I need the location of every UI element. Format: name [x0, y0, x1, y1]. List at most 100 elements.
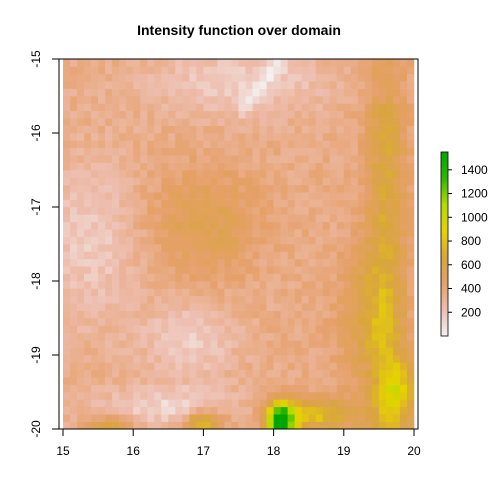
heatmap-cell	[322, 355, 331, 363]
heatmap-cell	[70, 214, 78, 223]
heatmap-cell	[294, 236, 302, 245]
heatmap-cell	[287, 303, 295, 311]
heatmap-cell	[350, 406, 359, 415]
heatmap-cell	[98, 118, 106, 126]
heatmap-cell	[364, 177, 373, 186]
heatmap-cell	[364, 140, 373, 149]
heatmap-cell	[273, 199, 281, 208]
heatmap-cell	[77, 244, 85, 252]
heatmap-cell	[98, 288, 106, 297]
heatmap-cell	[91, 88, 99, 97]
heatmap-cell	[231, 59, 239, 67]
heatmap-cell	[105, 392, 113, 400]
heatmap-cell	[245, 325, 253, 334]
heatmap-cell	[322, 214, 331, 223]
heatmap-cell	[119, 118, 127, 126]
heatmap-cell	[119, 347, 127, 356]
heatmap-cell	[224, 318, 232, 326]
heatmap-cell	[399, 214, 408, 223]
heatmap-cell	[364, 133, 373, 141]
heatmap-cell	[154, 184, 162, 193]
heatmap-cell	[273, 303, 281, 311]
heatmap-cell	[357, 125, 366, 134]
heatmap-cell	[259, 406, 267, 415]
heatmap-cell	[273, 155, 281, 163]
colorbar-step	[441, 284, 448, 287]
heatmap-cell	[133, 184, 141, 193]
heatmap-cell	[406, 244, 415, 252]
heatmap-cell	[294, 273, 302, 282]
heatmap-cell	[343, 303, 352, 311]
heatmap-cell	[350, 162, 359, 171]
heatmap-cell	[105, 110, 113, 119]
heatmap-cell	[294, 177, 302, 186]
heatmap-cell	[175, 258, 183, 267]
heatmap-cell	[273, 392, 281, 400]
heatmap-cell	[371, 133, 380, 141]
heatmap-cell	[357, 377, 366, 385]
heatmap-cell	[231, 133, 239, 141]
heatmap-cell	[266, 251, 274, 260]
heatmap-cell	[273, 96, 281, 104]
heatmap-cell	[224, 110, 232, 119]
heatmap-cell	[175, 221, 183, 230]
heatmap-cell	[105, 221, 113, 230]
heatmap-cell	[168, 207, 176, 215]
heatmap-cell	[273, 318, 281, 326]
heatmap-cell	[105, 59, 113, 67]
heatmap-cell	[266, 310, 274, 319]
heatmap-cell	[245, 170, 253, 178]
heatmap-cell	[392, 369, 401, 378]
heatmap-cell	[294, 118, 302, 126]
heatmap-cell	[203, 266, 211, 274]
heatmap-cell	[98, 88, 106, 97]
heatmap-cell	[217, 325, 225, 334]
heatmap-cell	[112, 73, 120, 82]
heatmap-cell	[336, 273, 345, 282]
heatmap-cell	[357, 177, 366, 186]
heatmap-cell	[112, 118, 120, 126]
heatmap-cell	[329, 184, 338, 193]
heatmap-cell	[126, 81, 134, 89]
heatmap-cell	[175, 369, 183, 378]
heatmap-cell	[210, 66, 218, 75]
heatmap-cell	[196, 88, 204, 97]
heatmap-cell	[147, 192, 155, 200]
heatmap-cell	[140, 177, 148, 186]
colorbar-step	[441, 220, 448, 223]
colorbar-step	[441, 330, 448, 333]
heatmap-cell	[154, 125, 162, 134]
heatmap-cell	[84, 295, 92, 304]
heatmap-cell	[406, 236, 415, 245]
heatmap-cell	[238, 133, 246, 141]
heatmap-cell	[357, 414, 366, 422]
heatmap-cell	[273, 347, 281, 356]
heatmap-cell	[70, 147, 78, 156]
heatmap-cell	[112, 66, 120, 75]
heatmap-cell	[329, 214, 338, 223]
heatmap-cell	[203, 281, 211, 289]
colorbar-step	[441, 264, 448, 267]
colorbar-step	[441, 238, 448, 241]
heatmap-cell	[63, 325, 71, 334]
heatmap-cell	[70, 192, 78, 200]
heatmap-cell	[357, 266, 366, 274]
heatmap-cell	[259, 244, 267, 252]
heatmap-cell	[294, 155, 302, 163]
heatmap-cell	[154, 73, 162, 82]
heatmap-cell	[119, 310, 127, 319]
heatmap-cell	[329, 310, 338, 319]
heatmap-cell	[98, 221, 106, 230]
heatmap-cell	[112, 303, 120, 311]
heatmap-cell	[224, 369, 232, 378]
heatmap-cell	[126, 303, 134, 311]
heatmap-cell	[252, 125, 260, 134]
heatmap-cell	[224, 392, 232, 400]
heatmap-cell	[406, 392, 415, 400]
heatmap-cell	[399, 162, 408, 171]
heatmap-cell	[301, 110, 309, 119]
heatmap-cell	[77, 347, 85, 356]
heatmap-cell	[259, 155, 267, 163]
heatmap-cell	[406, 325, 415, 334]
heatmap-cell	[392, 303, 401, 311]
